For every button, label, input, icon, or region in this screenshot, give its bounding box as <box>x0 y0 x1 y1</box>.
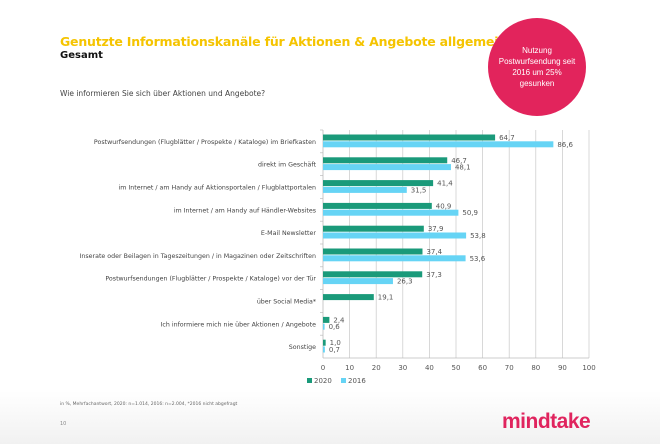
category-label: im Internet / am Handy auf Händler-Websi… <box>174 207 316 214</box>
bar-2020 <box>323 202 432 209</box>
bar-2020 <box>323 225 424 232</box>
page-number: 10 <box>60 421 67 427</box>
data-label: 31,5 <box>411 186 427 194</box>
bar-2016 <box>323 232 467 239</box>
mindtake-logo: mindtake <box>502 410 591 433</box>
bar-2016 <box>323 255 466 262</box>
data-label: 41,4 <box>437 180 453 188</box>
bar-2016 <box>323 278 393 285</box>
data-label: 53,6 <box>470 255 486 263</box>
bar-2020 <box>323 316 330 323</box>
footnote: in %, Mehrfachantwort, 2020: n=1.014, 20… <box>60 402 238 407</box>
data-label: 0,6 <box>329 323 341 331</box>
category-label: über Social Media* <box>257 299 316 306</box>
bar-2016 <box>323 323 325 330</box>
bar-2020 <box>323 339 326 346</box>
badge-text: Nutzung Postwurfsendung seit 2016 um 25%… <box>498 46 576 88</box>
category-label: Postwurfsendungen (Flugblätter / Prospek… <box>105 276 316 283</box>
data-label: 19,1 <box>378 294 394 302</box>
data-label: 64,7 <box>499 134 515 142</box>
category-label: Sonstige <box>289 344 316 351</box>
survey-question: Wie informieren Sie sich über Aktionen u… <box>60 89 266 98</box>
data-label: 1,0 <box>330 339 341 347</box>
x-tick-label: 10 <box>345 364 354 372</box>
x-tick-label: 90 <box>558 364 567 372</box>
category-label: E-Mail Newsletter <box>261 230 316 237</box>
data-label: 26,3 <box>397 278 413 286</box>
x-tick-label: 80 <box>531 364 540 372</box>
category-label: Ich informiere mich nie über Aktionen / … <box>161 321 317 328</box>
x-tick-label: 60 <box>478 364 487 372</box>
legend-swatch-2016 <box>341 378 346 383</box>
data-label: 50,9 <box>462 209 478 217</box>
x-tick-label: 40 <box>425 364 434 372</box>
data-label: 37,9 <box>428 225 444 233</box>
bar-2016 <box>323 346 325 353</box>
bar-2020 <box>323 248 423 255</box>
category-label: Postwurfsendungen (Flugblätter / Prospek… <box>94 139 316 146</box>
highlight-badge: Nutzung Postwurfsendung seit 2016 um 25%… <box>488 18 586 116</box>
data-label: 48,1 <box>455 164 471 172</box>
category-label: Inserate oder Beilagen in Tageszeitungen… <box>80 253 316 260</box>
data-label: 53,8 <box>470 232 486 240</box>
bar-2020 <box>323 271 423 278</box>
data-label: 2,4 <box>333 316 345 324</box>
bar-2016 <box>323 209 459 216</box>
x-tick-label: 100 <box>582 364 595 372</box>
bar-2020 <box>323 134 496 141</box>
bar-2016 <box>323 164 451 171</box>
bar-2016 <box>323 186 407 193</box>
x-tick-label: 70 <box>505 364 514 372</box>
data-label: 37,4 <box>426 248 442 256</box>
bar-2016 <box>323 141 554 148</box>
legend-swatch-2020 <box>307 378 312 383</box>
legend-label: 2020 <box>314 377 332 385</box>
data-label: 46,7 <box>451 157 467 165</box>
data-label: 0,7 <box>329 346 340 354</box>
category-label: direkt im Geschäft <box>258 162 317 169</box>
bar-2020 <box>323 294 374 301</box>
data-label: 40,9 <box>436 202 452 210</box>
x-tick-label: 20 <box>372 364 381 372</box>
page-title: Genutzte Informationskanäle für Aktionen… <box>60 34 507 49</box>
data-label: 37,3 <box>426 271 442 279</box>
data-label: 86,6 <box>557 141 573 149</box>
bar-2020 <box>323 180 434 187</box>
category-label: im Internet / am Handy auf Aktionsportal… <box>119 185 316 192</box>
x-tick-label: 30 <box>398 364 407 372</box>
x-tick-label: 0 <box>321 364 325 372</box>
x-tick-label: 50 <box>452 364 461 372</box>
page-subtitle: Gesamt <box>60 50 103 61</box>
bar-2020 <box>323 157 448 164</box>
legend-label: 2016 <box>348 377 366 385</box>
